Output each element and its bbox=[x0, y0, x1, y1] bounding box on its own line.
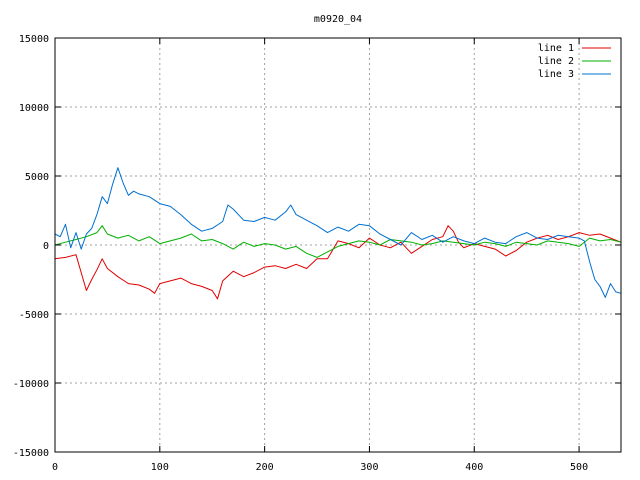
x-tick-label: 0 bbox=[52, 462, 58, 473]
legend-label: line 3 bbox=[538, 69, 574, 80]
x-tick-label: 400 bbox=[465, 462, 483, 473]
y-tick-label: 0 bbox=[43, 241, 49, 252]
y-tick-label: -10000 bbox=[13, 379, 49, 390]
x-tick-label: 100 bbox=[151, 462, 169, 473]
series-line-1 bbox=[54, 225, 622, 300]
y-tick-label: 5000 bbox=[25, 172, 49, 183]
plot-area bbox=[54, 167, 622, 300]
y-tick-label: -15000 bbox=[13, 448, 49, 459]
y-tick-label: -5000 bbox=[19, 310, 49, 321]
legend: line 1 line 2 line 3 bbox=[538, 43, 611, 80]
legend-label: line 1 bbox=[538, 43, 574, 54]
x-tick-label: 300 bbox=[360, 462, 378, 473]
chart-title: m0920_04 bbox=[314, 14, 362, 25]
series-line-2 bbox=[54, 225, 622, 258]
y-tick-label: 10000 bbox=[19, 103, 49, 114]
axis-ticks: 0 100 200 300 400 500 -15000 -10000 -5000 0 5000 10… bbox=[13, 34, 621, 473]
x-tick-label: 200 bbox=[256, 462, 274, 473]
x-tick-label: 500 bbox=[570, 462, 588, 473]
legend-label: line 2 bbox=[538, 56, 574, 67]
series-line-3 bbox=[54, 167, 622, 298]
y-tick-label: 15000 bbox=[19, 34, 49, 45]
